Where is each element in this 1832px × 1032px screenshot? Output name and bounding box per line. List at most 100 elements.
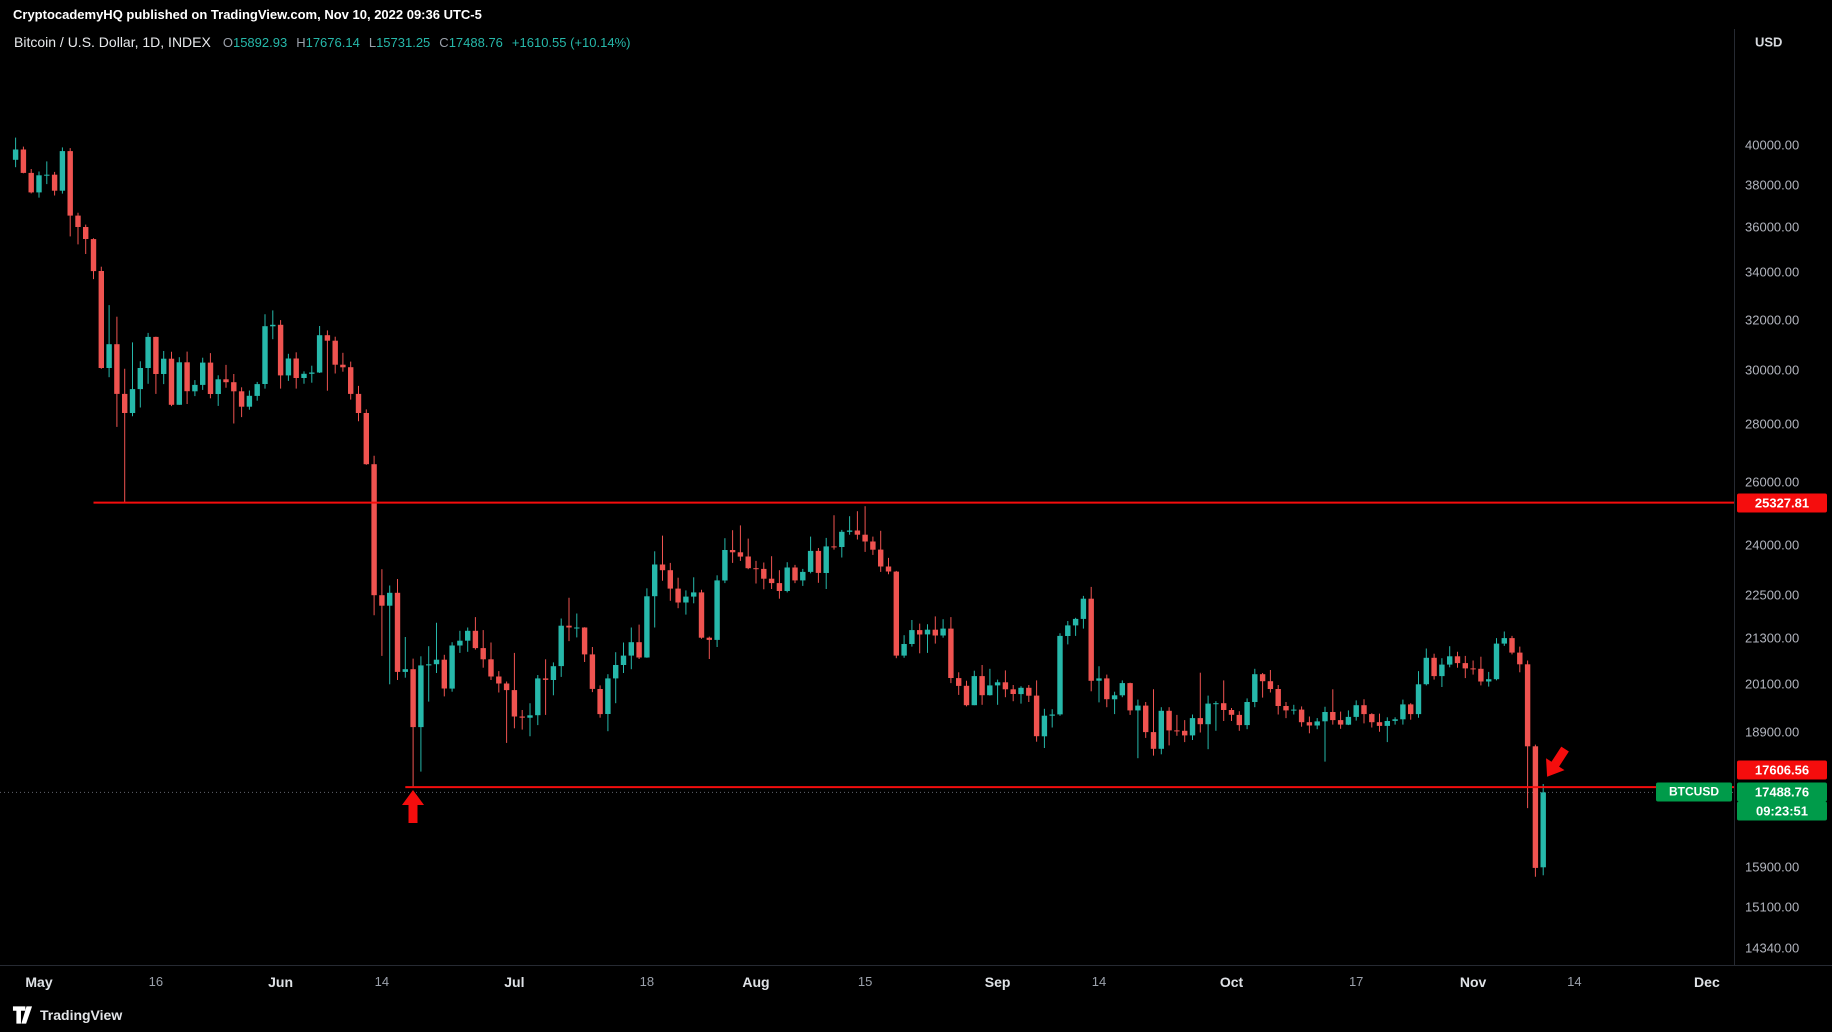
candle-body [1065,625,1071,636]
candle-body [1353,705,1359,717]
candle-body [792,567,798,581]
candle-body [784,567,790,591]
candle-body [971,676,977,706]
candle-body [301,373,307,378]
price-tick: 28000.00 [1745,416,1800,432]
candle-body [441,659,447,689]
candle-body [1174,730,1180,732]
candle-body [854,530,861,535]
time-tick: May [25,974,53,990]
candle-body [519,716,525,718]
candle-body [348,367,354,394]
candle-body [90,239,97,272]
symbol-title[interactable]: Bitcoin / U.S. Dollar, 1D, INDEX [14,34,211,50]
candle-body [480,648,486,660]
candle-body [168,358,175,405]
candle-body [231,382,237,392]
candle-body [332,340,338,365]
candle-body [503,683,510,691]
candle-body [1049,714,1055,716]
candle-body [465,630,471,641]
ohlc-values: O 15892.93 H 17676.14 L 15731.25 C 17488.76 … [223,35,631,50]
candle-body [122,393,128,413]
candle-body [1283,706,1289,711]
price-tick: 20100.00 [1745,676,1800,691]
price-axis[interactable]: USD 25327.81 17606.56 17488.76 09:23:51 … [1735,0,1832,1032]
candle-body [1478,668,1484,682]
candle-body [1267,681,1274,689]
candle-body [1213,703,1219,705]
candle-body [714,580,720,640]
candle-body [613,665,619,679]
candle-body [917,630,923,635]
close-key: C [439,35,449,50]
candle-body [667,570,673,589]
candle-body [924,629,931,635]
candle-body [1454,656,1461,664]
candle-body [558,625,564,667]
candle-body [994,682,1001,686]
down-arrow-annotation[interactable] [1538,743,1574,783]
time-tick: 16 [148,974,164,989]
candle-body [1345,716,1352,725]
candle-body [527,715,533,718]
time-tick: Jun [268,974,294,990]
candle-body [979,676,985,696]
candle-body [98,271,104,368]
candle-body [285,358,292,376]
candle-body [1447,656,1453,665]
candle-body [449,645,455,689]
down-arrow-shape [1546,746,1569,777]
candle-body [472,630,479,649]
support-price-label: 17606.56 [1737,760,1827,780]
price-tick: 15900.00 [1745,859,1800,875]
open-key: O [222,35,233,50]
candle-body [940,628,946,636]
publish-text: CryptocademyHQ published on TradingView.… [13,7,482,22]
candle-body [1002,682,1009,690]
candle-body [1088,598,1094,681]
candle-body [129,389,136,413]
candle-body [683,596,689,603]
candle-body [1314,721,1320,726]
publish-bar: CryptocademyHQ published on TradingView.… [0,0,1832,29]
candle-body [28,172,34,193]
candle-body [605,678,611,714]
candle-body [433,659,440,665]
time-tick: 17 [1348,974,1364,989]
candle-body [1361,705,1367,715]
candle-body [597,689,603,715]
tradingview-watermark[interactable]: TradingView [12,1002,122,1028]
candle-body [1057,635,1063,715]
price-tick: 34000.00 [1745,264,1800,280]
candle-body [566,625,572,628]
time-tick: 18 [639,974,655,989]
candle-body [589,654,596,689]
candle-body [761,568,767,579]
candle-body [1259,674,1266,682]
up-arrow-annotation[interactable] [402,790,424,823]
candle-body [862,534,868,542]
candle-body [1182,730,1188,736]
low-value: 15731.25 [376,35,431,50]
candle-body [768,578,775,584]
candle-body [878,549,884,567]
candle-body [1509,638,1515,653]
candle-body [293,358,299,378]
candle-body [753,568,759,570]
price-tick: 30000.00 [1745,362,1800,378]
candle-body [1322,712,1328,722]
time-tick: 15 [857,974,873,989]
candle-body [691,592,697,597]
candle-body [1275,689,1281,706]
candle-body [1337,720,1344,725]
candle-body [1104,678,1110,700]
candle-body [1143,705,1149,733]
time-axis[interactable]: May 16 Jun 14 Jul 18 Aug 15 Sep 14 Oct 17 Nov 14 Dec [0,966,1832,1006]
candle-body [1532,746,1539,868]
candle-body [893,571,899,656]
candle-body [706,637,712,640]
candle-body [1221,703,1227,710]
